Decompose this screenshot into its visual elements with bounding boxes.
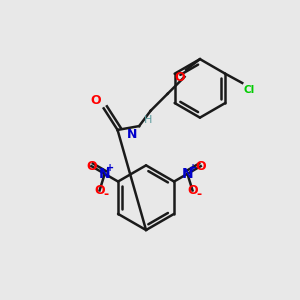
Text: N: N [99, 167, 110, 181]
Text: N: N [182, 167, 193, 181]
Text: Cl: Cl [244, 85, 255, 94]
Text: +: + [189, 164, 197, 173]
Text: O: O [187, 184, 198, 197]
Text: O: O [174, 71, 184, 84]
Text: O: O [90, 94, 101, 107]
Text: -: - [103, 188, 108, 201]
Text: H: H [144, 115, 152, 124]
Text: O: O [86, 160, 97, 172]
Text: O: O [195, 160, 206, 172]
Text: +: + [106, 164, 114, 173]
Text: N: N [126, 128, 137, 141]
Text: -: - [196, 188, 201, 201]
Text: O: O [94, 184, 105, 197]
